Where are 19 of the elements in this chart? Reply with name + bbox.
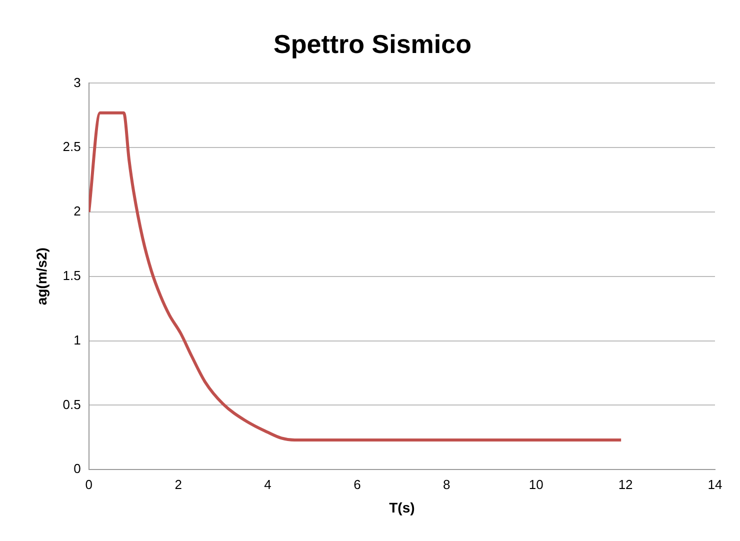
chart-title: Spettro Sismico [274,28,472,59]
x-tick-label: 10 [528,476,544,492]
y-tick-label: 2 [74,204,81,219]
x-axis-title: T(s) [389,499,415,516]
x-tick-label: 0 [85,476,92,492]
y-tick-label: 1.5 [62,268,81,283]
y-tick-label: 0 [74,461,81,476]
x-tick-label: 6 [354,476,361,492]
y-tick-label: 0.5 [62,396,81,412]
x-tick-label: 12 [618,476,633,492]
x-tick-label: 4 [264,476,272,492]
y-tick-label: 2.5 [62,139,81,154]
y-axis-title: ag(m/s2) [33,248,50,306]
x-tick-label: 2 [174,476,182,492]
line-series [88,111,623,442]
x-tick-label: 8 [443,476,450,492]
y-tick-label: 3 [74,74,81,90]
y-tick-label: 1 [74,332,81,348]
x-tick-label: 14 [708,476,722,492]
